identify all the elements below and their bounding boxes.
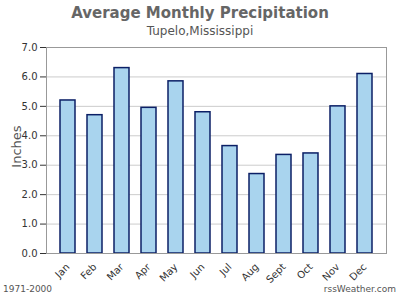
svg-text:4.0: 4.0 [22,130,38,141]
svg-text:0.0: 0.0 [22,248,38,259]
svg-text:2.0: 2.0 [22,189,38,200]
svg-text:3.0: 3.0 [22,159,38,170]
svg-text:1.0: 1.0 [22,218,38,229]
svg-text:Mar: Mar [105,261,127,283]
svg-text:5.0: 5.0 [22,101,38,112]
svg-text:Apr: Apr [133,261,154,282]
svg-text:6.0: 6.0 [22,71,38,82]
html-text:Tupelo,Mississippi: Tupelo,Mississippi [146,24,254,38]
svg-text:Nov: Nov [320,261,342,283]
svg-text:Oct: Oct [295,261,315,281]
svg-text:7.0: 7.0 [22,42,38,53]
svg-text:Feb: Feb [78,261,98,281]
svg-text:Jan: Jan [52,261,71,280]
html-text:Average Monthly Precipitation: Average Monthly Precipitation [71,4,329,22]
svg-text:Aug: Aug [239,261,261,283]
html-text:rssWeather.com: rssWeather.com [323,284,396,294]
svg-text:May: May [157,261,179,283]
html-text:Inches: Inches [8,125,24,168]
svg-text:Jul: Jul [217,261,234,278]
html-text:1971-2000: 1971-2000 [3,284,53,294]
svg-text:Dec: Dec [347,261,368,282]
svg-text:Jun: Jun [187,261,207,281]
svg-text:Sept: Sept [264,261,288,283]
